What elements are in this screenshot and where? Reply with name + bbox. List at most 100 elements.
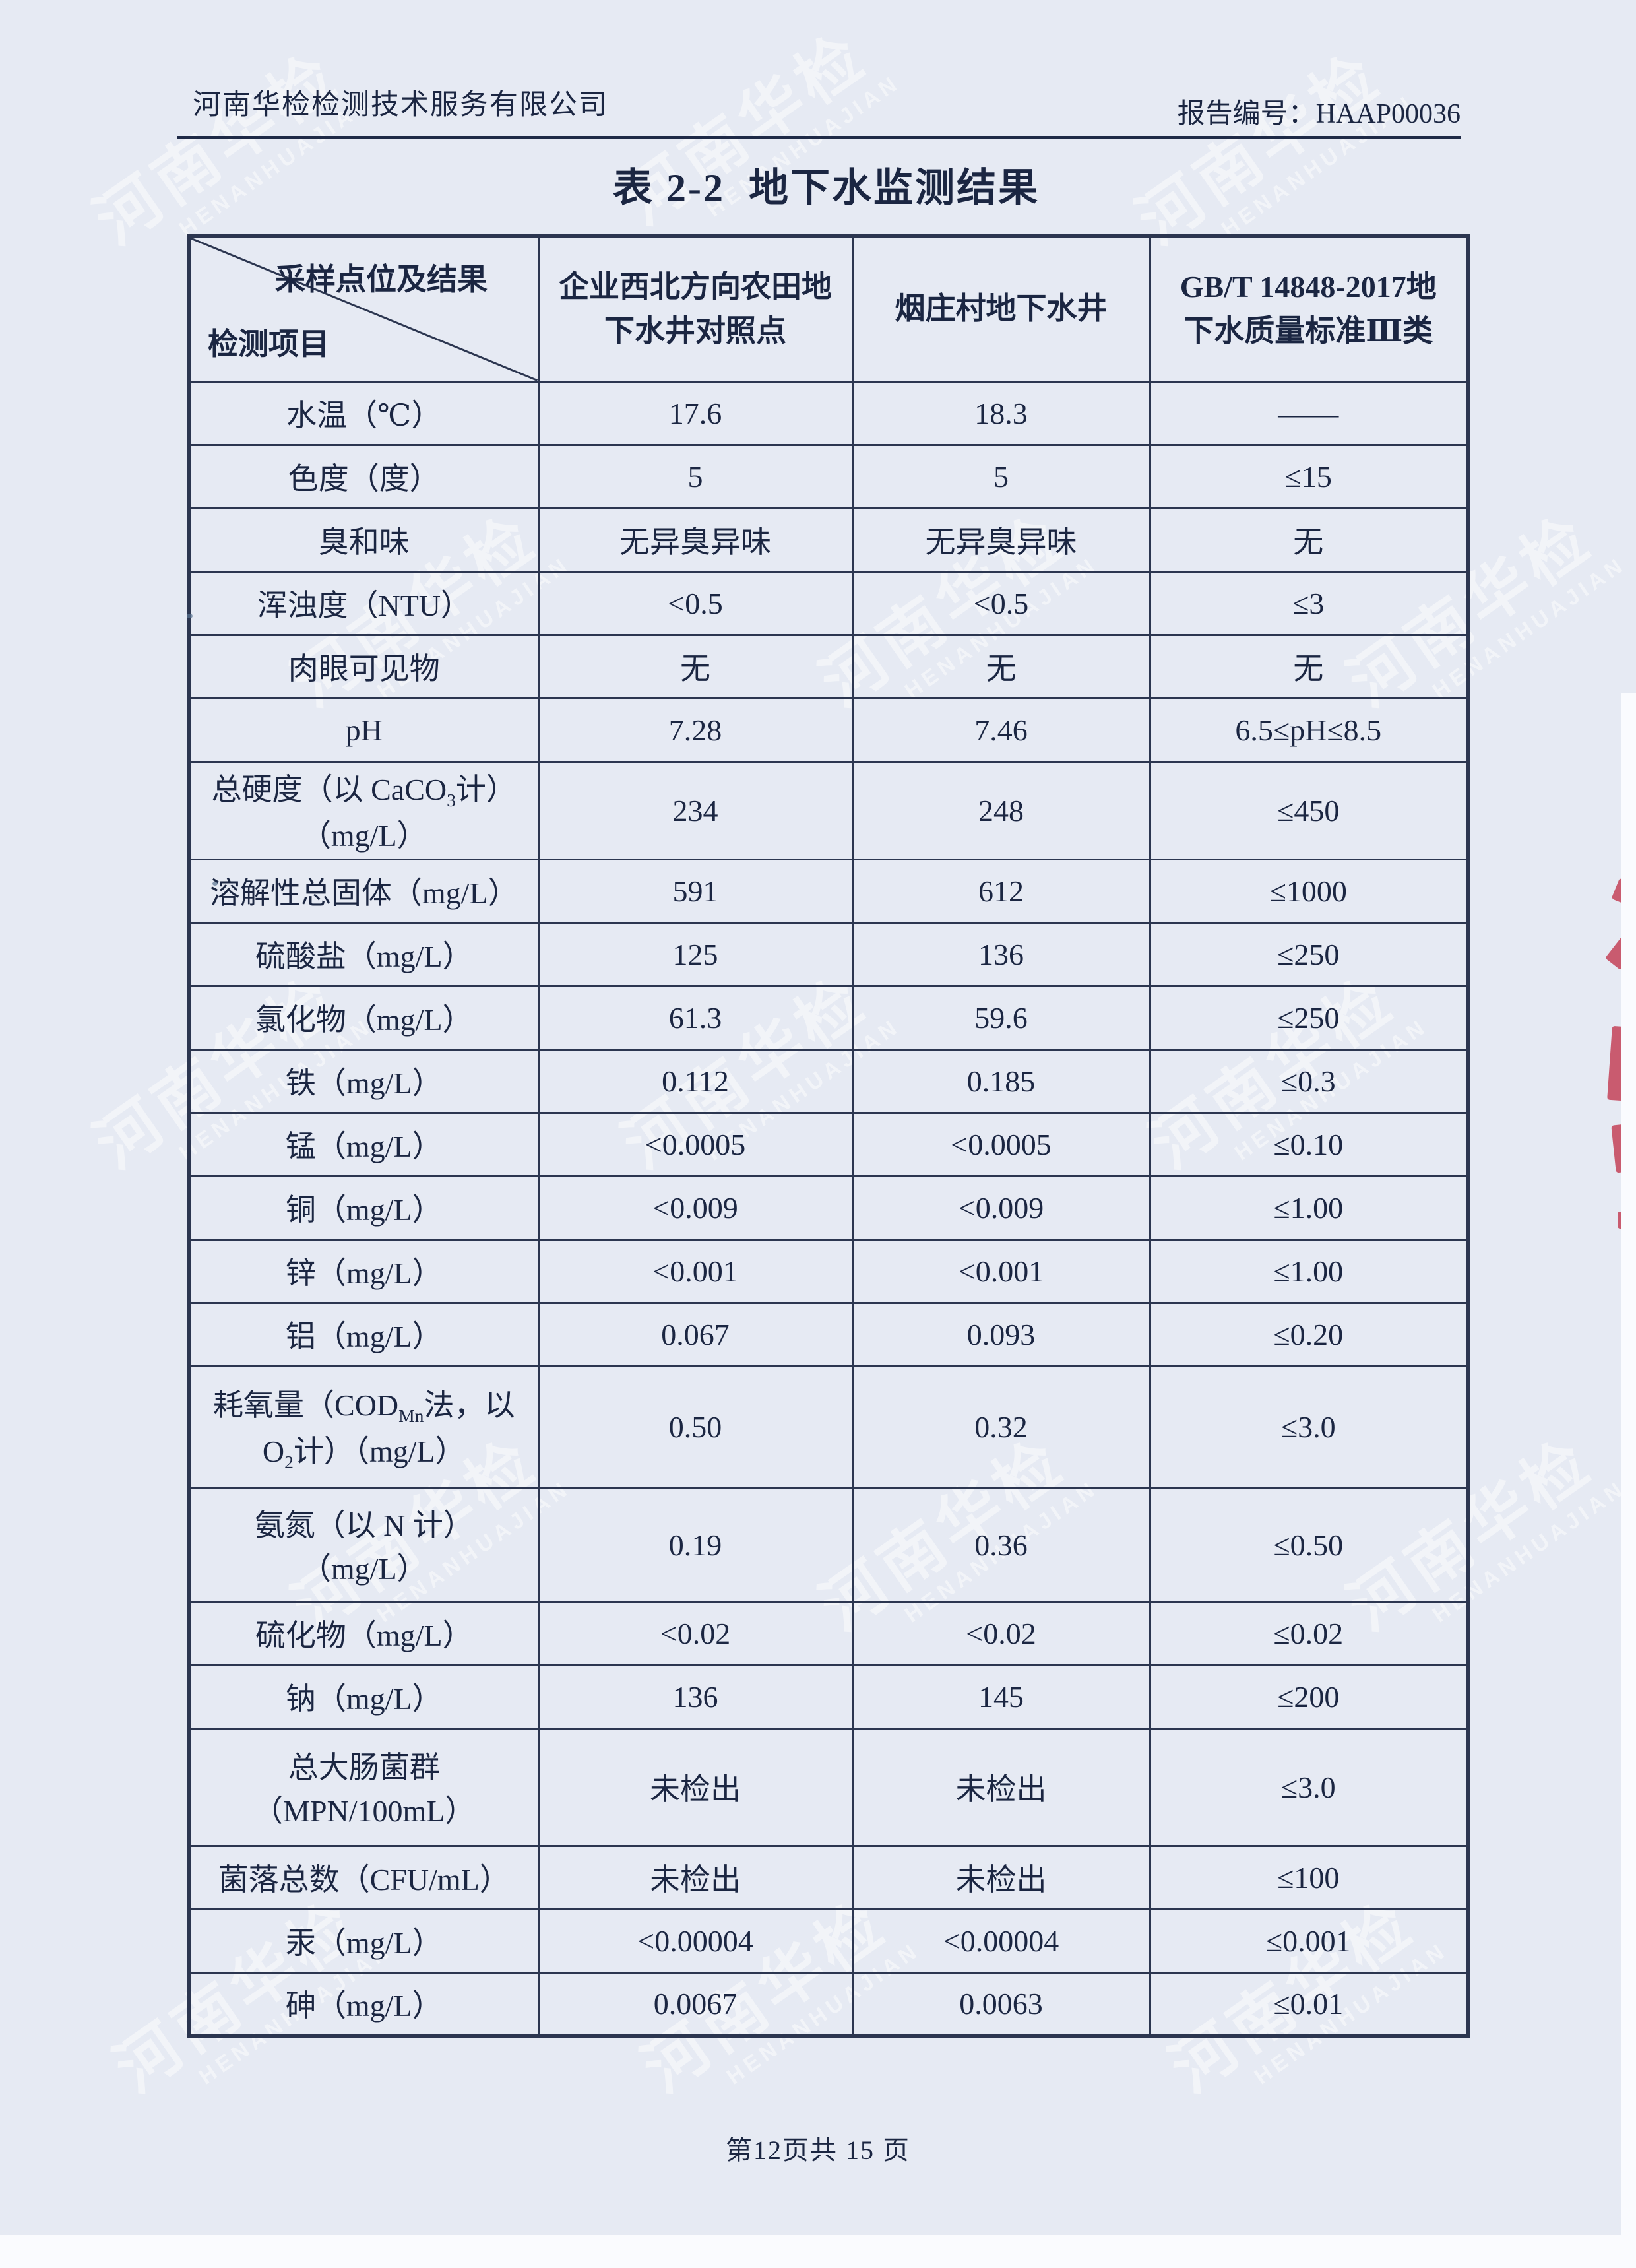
value-cell: <0.02 <box>851 1600 1151 1666</box>
table-row: 臭和味 无异臭异味 无异臭异味无 <box>187 507 1469 573</box>
param-cell: 锌（mg/L） <box>187 1238 540 1304</box>
standard-cell: ≤0.3 <box>1148 1048 1469 1114</box>
value-cell: 无 <box>851 633 1151 699</box>
standard-cell: ≤15 <box>1148 443 1469 509</box>
value-cell: 7.46 <box>851 697 1151 763</box>
groundwater-results-table: 采样点位及结果 检测项目 企业西北方向农田地 下水井对照点 烟庄村地下水井 GB… <box>187 234 1470 2038</box>
param-cell: 锰（mg/L） <box>187 1111 540 1177</box>
value-cell: 59.6 <box>851 985 1151 1051</box>
report-number: 报告编号：HAAP00036 <box>1177 99 1461 129</box>
value-cell: 0.36 <box>851 1487 1151 1603</box>
table-row: 铝（mg/L） 0.067 0.093 ≤0.20 <box>187 1301 1469 1367</box>
standard-cell: ≤1000 <box>1148 858 1469 924</box>
scan-edge-right <box>1621 693 1636 2268</box>
table-row: 色度（度） 5 5 ≤15 <box>187 443 1469 509</box>
diagonal-divider <box>191 238 538 381</box>
standard-cell: ≤0.50 <box>1148 1487 1469 1603</box>
table-row: 汞（mg/L） <0.00004 <0.00004 ≤0.001 <box>187 1908 1469 1974</box>
value-cell: 未检出 <box>537 1844 854 1910</box>
param-cell: 氨氮（以 N 计） （mg/L） <box>187 1487 540 1603</box>
value-cell: 0.185 <box>851 1048 1151 1114</box>
value-cell: 136 <box>851 921 1151 987</box>
value-cell: 125 <box>537 921 854 987</box>
standard-cell: ≤1.00 <box>1148 1175 1469 1241</box>
standard-cell: ≤3.0 <box>1148 1727 1469 1847</box>
value-cell: 234 <box>537 760 854 860</box>
value-cell: 0.0063 <box>851 1971 1151 2037</box>
corner-label-item: 检测项目 <box>208 327 329 361</box>
table-row: 浑浊度（NTU） <0.5 <0.5 ≤3 <box>187 570 1469 636</box>
value-cell: 0.112 <box>537 1048 854 1114</box>
value-cell: 0.067 <box>537 1301 854 1367</box>
corner-header-cell: 采样点位及结果 检测项目 <box>187 235 540 383</box>
standard-cell: ≤3.0 <box>1148 1365 1469 1489</box>
value-cell: 未检出 <box>851 1727 1151 1847</box>
value-cell: 61.3 <box>537 985 854 1051</box>
scan-speck <box>187 614 193 618</box>
value-cell: <0.5 <box>537 570 854 636</box>
standard-cell: ≤250 <box>1148 985 1469 1051</box>
watermark: 河南华检 HENANHUAJIAN <box>610 19 904 238</box>
param-cell: 浑浊度（NTU） <box>187 570 540 636</box>
scan-speck <box>212 882 218 886</box>
standard-cell: ≤0.02 <box>1148 1600 1469 1666</box>
standard-cell: ≤0.001 <box>1148 1908 1469 1974</box>
value-cell: 7.28 <box>537 697 854 763</box>
standard-cell: ≤250 <box>1148 921 1469 987</box>
company-name: 河南华检检测技术服务有限公司 <box>193 90 608 121</box>
param-cell: 总大肠菌群 （MPN/100mL） <box>187 1727 540 1847</box>
table-row: 砷（mg/L） 0.0067 0.0063 ≤0.01 <box>187 1971 1469 2037</box>
param-cell: 色度（度） <box>187 443 540 509</box>
value-cell: 612 <box>851 858 1151 924</box>
column-header-standard: GB/T 14848-2017地 下水质量标准Ⅲ类 <box>1148 235 1469 383</box>
value-cell: <0.0005 <box>537 1111 854 1177</box>
param-cell: 砷（mg/L） <box>187 1971 540 2037</box>
table-row: 锰（mg/L） <0.0005 <0.0005 ≤0.10 <box>187 1111 1469 1177</box>
table-row: 菌落总数（CFU/mL） 未检出 未检出 ≤100 <box>187 1844 1469 1910</box>
value-cell: 无异臭异味 <box>851 507 1151 573</box>
value-cell: <0.001 <box>537 1238 854 1304</box>
param-cell: 溶解性总固体（mg/L） <box>187 858 540 924</box>
standard-cell: ≤1.00 <box>1148 1238 1469 1304</box>
standard-cell: ≤0.20 <box>1148 1301 1469 1367</box>
value-cell: <0.5 <box>851 570 1151 636</box>
standard-cell: 无 <box>1148 633 1469 699</box>
value-cell: <0.009 <box>851 1175 1151 1241</box>
value-cell: <0.02 <box>537 1600 854 1666</box>
value-cell: 18.3 <box>851 380 1151 446</box>
param-cell: 水温（℃） <box>187 380 540 446</box>
value-cell: 0.093 <box>851 1301 1151 1367</box>
value-cell: 无 <box>537 633 854 699</box>
param-cell: 硫化物（mg/L） <box>187 1600 540 1666</box>
scan-edge-bottom <box>0 2235 1636 2268</box>
table-row: 硫酸盐（mg/L） 125 136 ≤250 <box>187 921 1469 987</box>
table-row: 肉眼可见物无无无 <box>187 633 1469 699</box>
standard-cell: ≤100 <box>1148 1844 1469 1910</box>
param-cell: 铁（mg/L） <box>187 1048 540 1114</box>
value-cell: 145 <box>851 1664 1151 1730</box>
standard-cell: ≤3 <box>1148 570 1469 636</box>
value-cell: 0.32 <box>851 1365 1151 1489</box>
value-cell: <0.00004 <box>851 1908 1151 1974</box>
param-cell: pH <box>187 697 540 763</box>
param-cell: 铜（mg/L） <box>187 1175 540 1241</box>
param-cell: 铝（mg/L） <box>187 1301 540 1367</box>
column-header-site1: 企业西北方向农田地 下水井对照点 <box>537 235 854 383</box>
standard-cell: ≤200 <box>1148 1664 1469 1730</box>
value-cell: 未检出 <box>537 1727 854 1847</box>
table-row: 耗氧量（CODMn法，以 O2计）（mg/L） 0.50 0.32 ≤3.0 <box>187 1365 1469 1489</box>
param-cell: 菌落总数（CFU/mL） <box>187 1844 540 1910</box>
value-cell: 0.19 <box>537 1487 854 1603</box>
table-row: 氯化物（mg/L） 61.3 59.6 ≤250 <box>187 985 1469 1051</box>
value-cell: 136 <box>537 1664 854 1730</box>
table-row: 铁（mg/L） 0.112 0.185 ≤0.3 <box>187 1048 1469 1114</box>
table-row: 总大肠菌群 （MPN/100mL） 未检出 未检出 ≤3.0 <box>187 1727 1469 1847</box>
standard-cell: ≤450 <box>1148 760 1469 860</box>
value-cell: 0.50 <box>537 1365 854 1489</box>
table-row: 氨氮（以 N 计） （mg/L） 0.19 0.36 ≤0.50 <box>187 1487 1469 1603</box>
value-cell: 5 <box>537 443 854 509</box>
value-cell: 未检出 <box>851 1844 1151 1910</box>
value-cell: 17.6 <box>537 380 854 446</box>
value-cell: <0.009 <box>537 1175 854 1241</box>
